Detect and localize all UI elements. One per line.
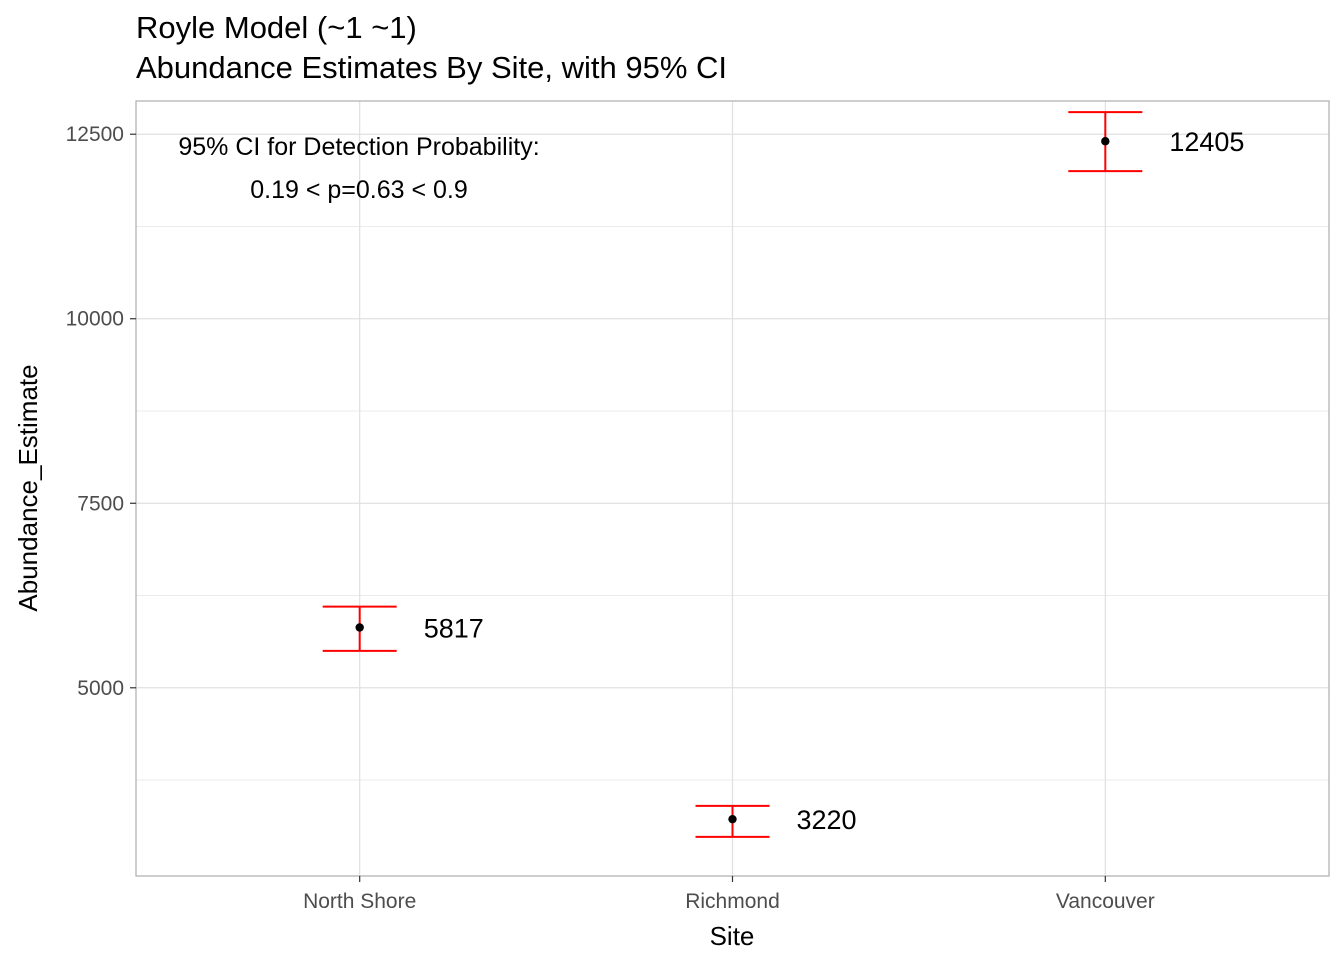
y-tick-label: 12500 <box>66 123 124 146</box>
gridlines <box>136 101 1329 876</box>
y-tick-label: 5000 <box>77 677 124 700</box>
data-marks: 5817 3220 12405 <box>322 111 1244 838</box>
data-point <box>355 623 364 632</box>
chart-title: Royle Model (~1 ~1) <box>136 10 417 45</box>
data-label: 5817 <box>424 613 484 643</box>
data-point <box>1101 137 1110 146</box>
x-tick-label: Richmond <box>685 890 780 913</box>
x-tick-label: Vancouver <box>1056 890 1155 913</box>
data-label: 3220 <box>797 805 857 835</box>
data-label: 12405 <box>1169 127 1244 157</box>
y-tick-label: 7500 <box>77 492 124 515</box>
data-point <box>728 814 737 824</box>
x-axis-title: Site <box>710 921 755 951</box>
chart-subtitle: Abundance Estimates By Site, with 95% CI <box>136 50 728 85</box>
annotation-line-2: 0.19 < p=0.63 < 0.9 <box>250 176 468 204</box>
axis-ticks: 5000 7500 10000 12500 North Shore Richmond Van… <box>66 123 1155 913</box>
annotation-line-1: 95% CI for Detection Probability: <box>178 133 539 161</box>
y-axis-title: Abundance_Estimate <box>13 364 43 611</box>
x-tick-label: North Shore <box>303 890 416 913</box>
y-tick-label: 10000 <box>66 308 124 331</box>
